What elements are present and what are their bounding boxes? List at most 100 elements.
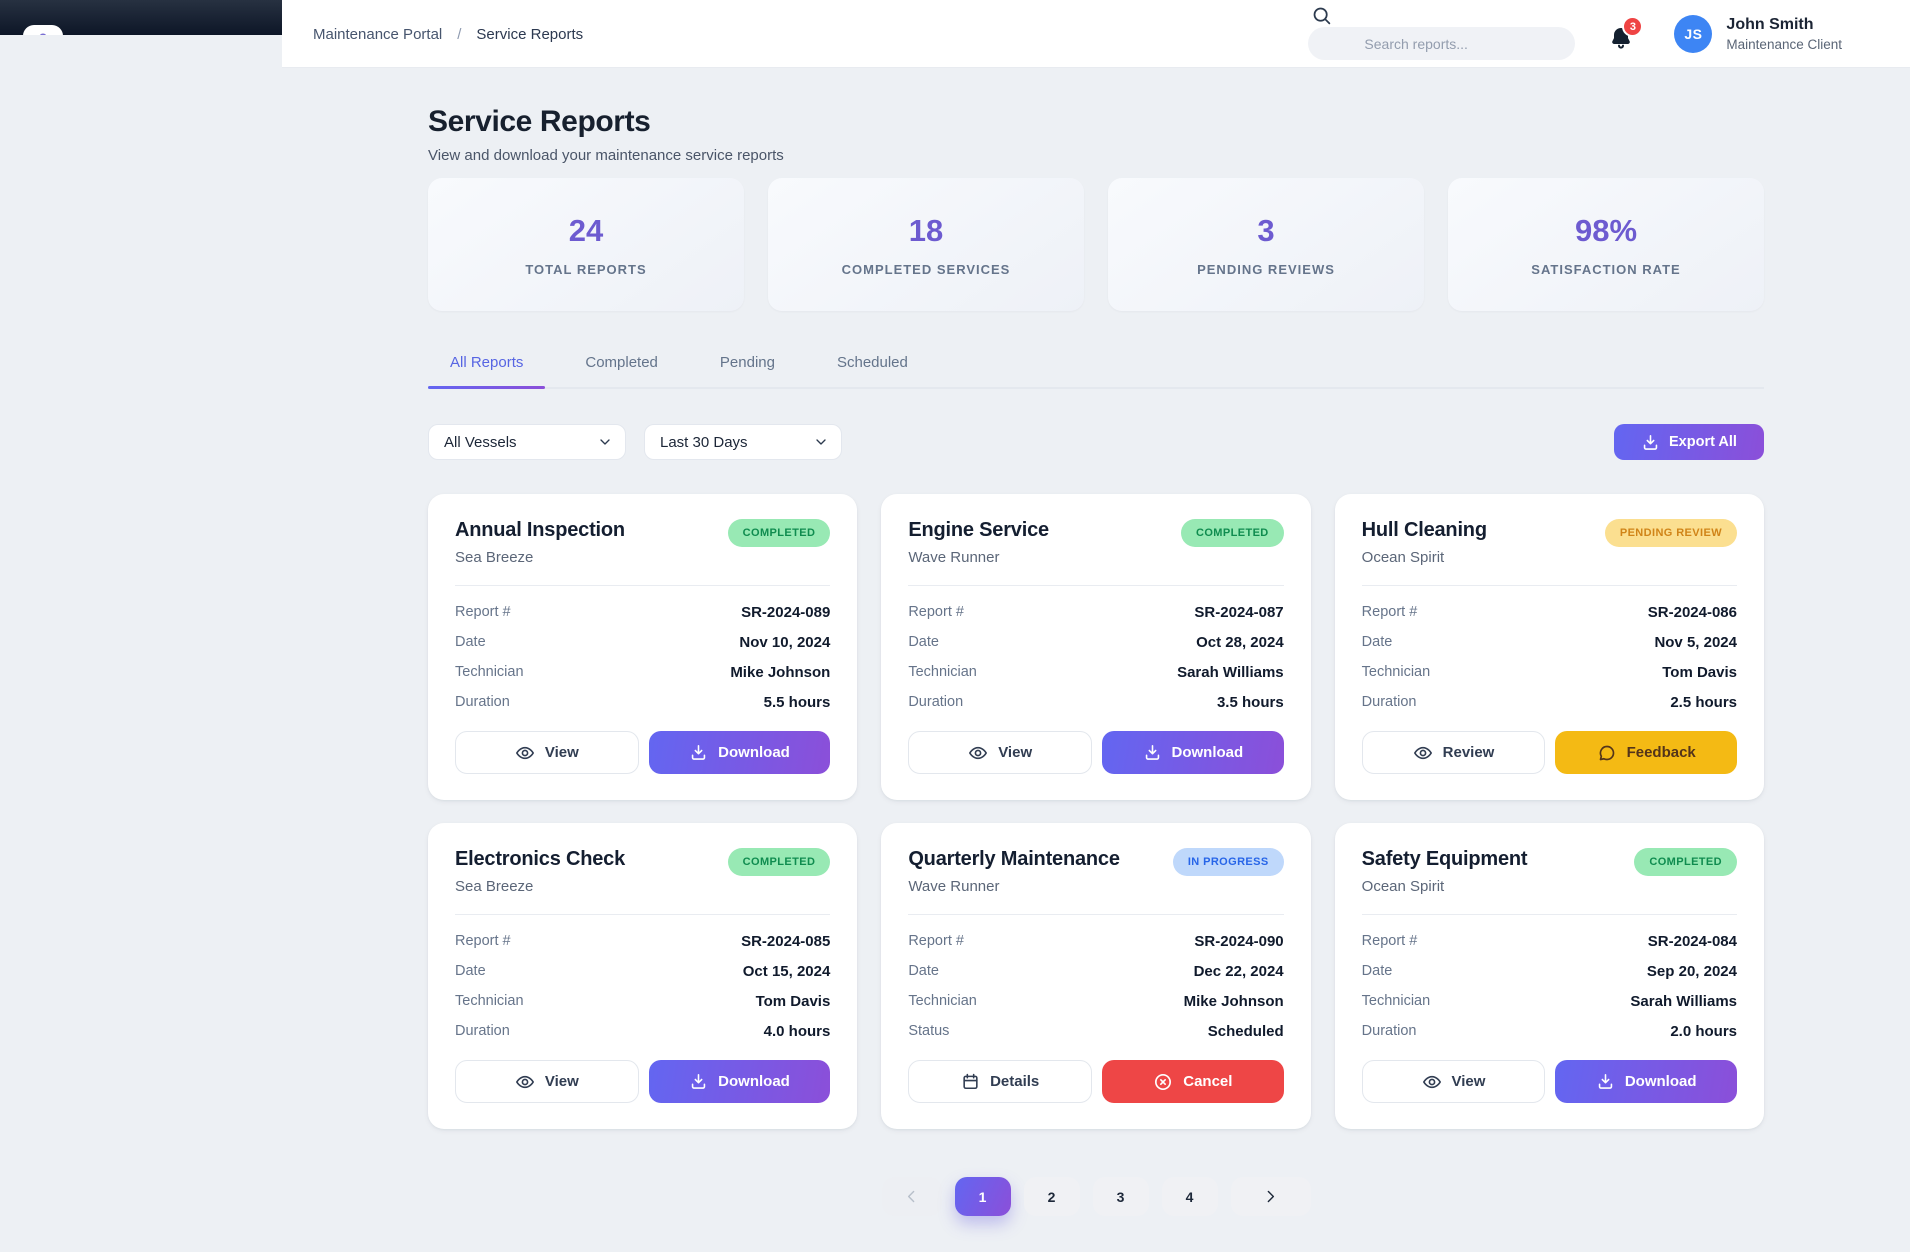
sidebar-logo-block	[0, 0, 282, 35]
feedback-button[interactable]: Feedback	[1555, 731, 1737, 774]
next-page-button[interactable]	[1230, 1177, 1311, 1216]
field-value: 2.5 hours	[1670, 693, 1737, 711]
stat-card: 24 TOTAL REPORTS	[428, 178, 744, 311]
tab-completed[interactable]: Completed	[585, 354, 658, 371]
previous-page-button[interactable]	[881, 1177, 942, 1216]
eye-icon	[1413, 743, 1433, 763]
report-field-row: Duration 5.5 hours	[455, 687, 830, 717]
download-icon	[1143, 743, 1162, 762]
status-badge: COMPLETED	[727, 519, 831, 547]
report-fields: Report # SR-2024-087 Date Oct 28, 2024 T…	[908, 597, 1283, 717]
button-label: Feedback	[1626, 744, 1696, 761]
field-label: Date	[908, 963, 939, 979]
report-field-row: Report # SR-2024-087	[908, 597, 1283, 627]
calendar-icon	[961, 1072, 980, 1091]
review-button[interactable]: Review	[1361, 731, 1546, 774]
report-title: Hull Cleaning	[1361, 519, 1487, 541]
breadcrumb-item-portal[interactable]: Maintenance Portal	[313, 25, 443, 43]
report-field-row: Technician Sarah Williams	[1362, 986, 1737, 1016]
field-value: 5.5 hours	[763, 693, 831, 711]
search	[1308, 0, 1576, 68]
eye-icon	[968, 743, 988, 763]
field-value: 2.0 hours	[1670, 1022, 1737, 1040]
tab-all-reports[interactable]: All Reports	[428, 354, 546, 389]
field-value: SR-2024-089	[741, 603, 831, 621]
report-fields: Report # SR-2024-085 Date Oct 15, 2024 T…	[455, 926, 830, 1046]
report-field-row: Duration 3.5 hours	[908, 687, 1283, 717]
vessel-filter-select[interactable]: All Vessels	[428, 424, 626, 460]
stat-label: PENDING REVIEWS	[1197, 261, 1335, 277]
report-card-header: Electronics Check Sea Breeze COMPLETED	[455, 847, 831, 896]
breadcrumb-item-current[interactable]: Service Reports	[476, 25, 584, 43]
notification-badge: 3	[1622, 16, 1644, 37]
divider	[455, 585, 831, 586]
notifications-button[interactable]: 3	[1607, 14, 1644, 62]
user-menu[interactable]: JS John Smith Maintenance Client	[1674, 15, 1842, 53]
tab-pending[interactable]: Pending	[719, 354, 775, 371]
report-vessel: Wave Runner	[908, 549, 1000, 566]
eye-icon	[515, 743, 535, 763]
download-button[interactable]: Download	[648, 731, 831, 774]
download-button[interactable]: Download	[1555, 1060, 1737, 1103]
search-input[interactable]	[1308, 27, 1576, 60]
stat-value: 24	[568, 212, 604, 248]
report-card-header: Engine Service Wave Runner COMPLETED	[908, 518, 1284, 567]
page-button-1[interactable]: 1	[954, 1177, 1011, 1216]
report-field-row: Technician Tom Davis	[1362, 657, 1737, 687]
details-button[interactable]: Details	[908, 1060, 1092, 1103]
field-label: Duration	[455, 1023, 510, 1039]
report-field-row: Date Oct 15, 2024	[455, 956, 830, 986]
period-filter-select[interactable]: Last 30 Days	[644, 424, 842, 460]
export-all-button[interactable]: Export All	[1614, 424, 1764, 460]
stat-card: 3 PENDING REVIEWS	[1108, 178, 1424, 311]
page-subtitle: View and download your maintenance servi…	[428, 147, 784, 164]
field-label: Report #	[1361, 604, 1418, 620]
report-field-row: Report # SR-2024-089	[455, 597, 830, 627]
button-label: View	[998, 744, 1033, 761]
button-label: Review	[1442, 744, 1495, 761]
report-vessel: Sea Breeze	[455, 549, 534, 566]
x-circle-icon	[1153, 1072, 1173, 1092]
report-field-row: Date Sep 20, 2024	[1362, 956, 1737, 986]
download-icon	[1596, 1072, 1615, 1091]
field-value: Oct 15, 2024	[742, 962, 831, 980]
view-button[interactable]: View	[1361, 1060, 1546, 1103]
field-label: Report #	[455, 604, 511, 620]
report-vessel: Ocean Spirit	[1361, 549, 1445, 566]
report-field-row: Technician Mike Johnson	[455, 657, 830, 687]
view-button[interactable]: View	[908, 731, 1092, 774]
main-area: Service Reports View and download your m…	[282, 0, 1910, 1216]
field-label: Date	[1361, 634, 1393, 650]
report-vessel: Ocean Spirit	[1361, 878, 1445, 895]
report-field-row: Report # SR-2024-084	[1362, 926, 1737, 956]
page-button-4[interactable]: 4	[1161, 1177, 1218, 1216]
logo[interactable]	[23, 25, 63, 35]
field-value: SR-2024-084	[1647, 932, 1737, 950]
field-value: Nov 5, 2024	[1654, 633, 1737, 651]
view-button[interactable]: View	[455, 1060, 639, 1103]
header: Maintenance Portal / Service Reports 3 J…	[282, 0, 1910, 68]
report-title: Engine Service	[908, 519, 1049, 541]
search-icon[interactable]	[1311, 5, 1332, 26]
download-button[interactable]: Download	[1102, 731, 1284, 774]
anchor-icon	[30, 32, 56, 35]
report-title: Safety Equipment	[1361, 848, 1528, 870]
report-card: Annual Inspection Sea Breeze COMPLETED R…	[428, 494, 858, 800]
stat-card: 18 COMPLETED SERVICES	[768, 178, 1084, 311]
field-value: SR-2024-087	[1194, 603, 1284, 621]
view-button[interactable]: View	[455, 731, 639, 774]
download-button[interactable]: Download	[648, 1060, 831, 1103]
tab-scheduled[interactable]: Scheduled	[836, 354, 908, 371]
page-button-3[interactable]: 3	[1092, 1177, 1149, 1216]
page-button-2[interactable]: 2	[1023, 1177, 1080, 1216]
stats-row: 24 TOTAL REPORTS 18 COMPLETED SERVICES 3…	[428, 178, 1764, 311]
field-value: SR-2024-090	[1194, 932, 1284, 950]
report-actions: View Download	[455, 731, 831, 774]
field-value: Oct 28, 2024	[1196, 633, 1284, 651]
field-label: Technician	[455, 664, 524, 680]
report-title: Annual Inspection	[455, 519, 625, 541]
field-value: Sep 20, 2024	[1646, 962, 1737, 980]
field-value: Sarah Williams	[1630, 992, 1737, 1010]
cancel-button[interactable]: Cancel	[1102, 1060, 1284, 1103]
stat-value: 18	[908, 212, 944, 248]
